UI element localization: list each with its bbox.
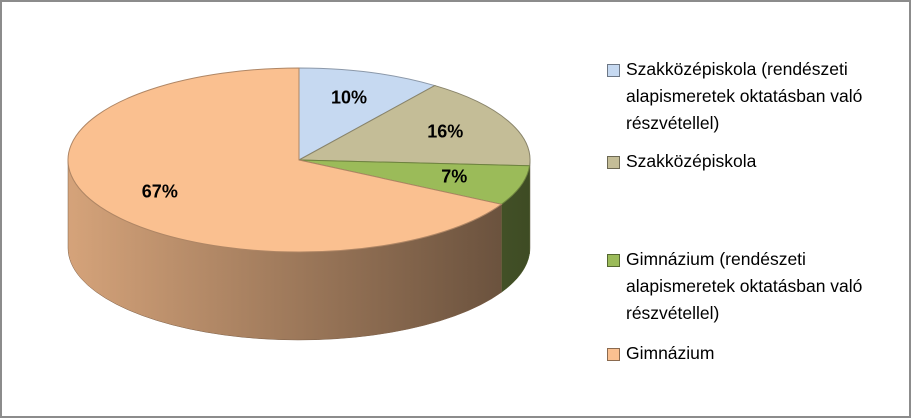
legend-label: Gimnázium (rendészeti alapismeretek okta… <box>626 249 863 323</box>
data-label: 10% <box>331 88 367 108</box>
data-label: 7% <box>441 167 467 187</box>
pie-slice <box>298 159 531 205</box>
legend-label: Szakközépiskola <box>626 151 757 171</box>
legend-swatch <box>607 156 620 169</box>
data-label: 16% <box>427 121 463 141</box>
data-label: 67% <box>142 182 178 202</box>
legend-item: Gimnázium <box>607 340 877 367</box>
legend-swatch <box>607 254 620 267</box>
legend-swatch <box>607 348 620 361</box>
pie-slice <box>67 67 503 253</box>
pie-slice <box>298 67 437 161</box>
legend-item: Szakközépiskola (rendészeti alapismerete… <box>607 56 877 137</box>
legend-item: Szakközépiskola <box>607 148 877 175</box>
pie-slice <box>297 85 531 167</box>
legend-swatch <box>607 64 620 77</box>
legend-label: Szakközépiskola (rendészeti alapismerete… <box>626 59 863 133</box>
legend-label: Gimnázium <box>626 343 715 363</box>
legend-item: Gimnázium (rendészeti alapismeretek okta… <box>607 246 877 327</box>
